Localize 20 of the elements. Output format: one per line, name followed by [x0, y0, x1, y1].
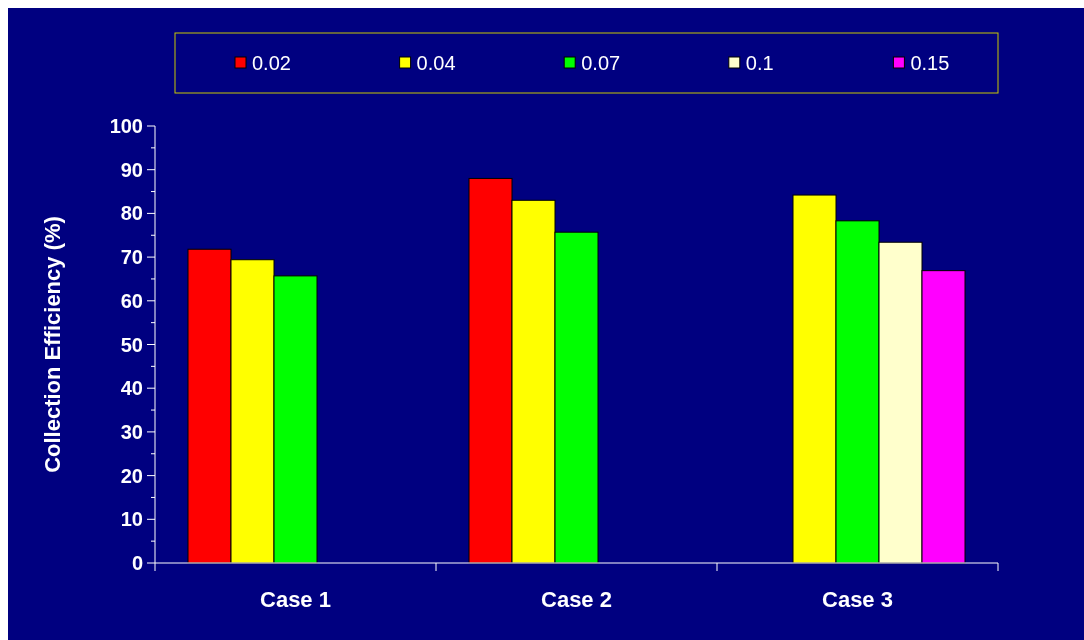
legend-label: 0.07	[581, 52, 621, 74]
y-tick-label: 40	[120, 377, 143, 400]
legend-label: 0.15	[910, 52, 950, 74]
y-tick-label: 10	[120, 508, 143, 531]
y-tick-label: 90	[120, 158, 143, 181]
y-tick-label: 30	[120, 420, 143, 443]
x-tick-label: Case 1	[260, 587, 331, 612]
x-tick-label: Case 3	[822, 587, 893, 612]
y-tick-label: 80	[120, 202, 143, 225]
y-tick-label: 50	[120, 333, 143, 356]
y-tick-label: 0	[131, 552, 143, 574]
x-tick-label: Case 2	[541, 587, 612, 612]
y-tick-label: 70	[120, 246, 143, 269]
y-axis-title: Collection Efficiency (%)	[40, 216, 65, 473]
legend-label: 0.02	[252, 52, 291, 74]
legend-label: 0.1	[745, 52, 774, 74]
y-tick-label: 100	[109, 115, 143, 137]
y-tick-label: 60	[120, 289, 143, 312]
legend-label: 0.04	[416, 52, 456, 74]
y-tick-label: 20	[120, 464, 143, 487]
